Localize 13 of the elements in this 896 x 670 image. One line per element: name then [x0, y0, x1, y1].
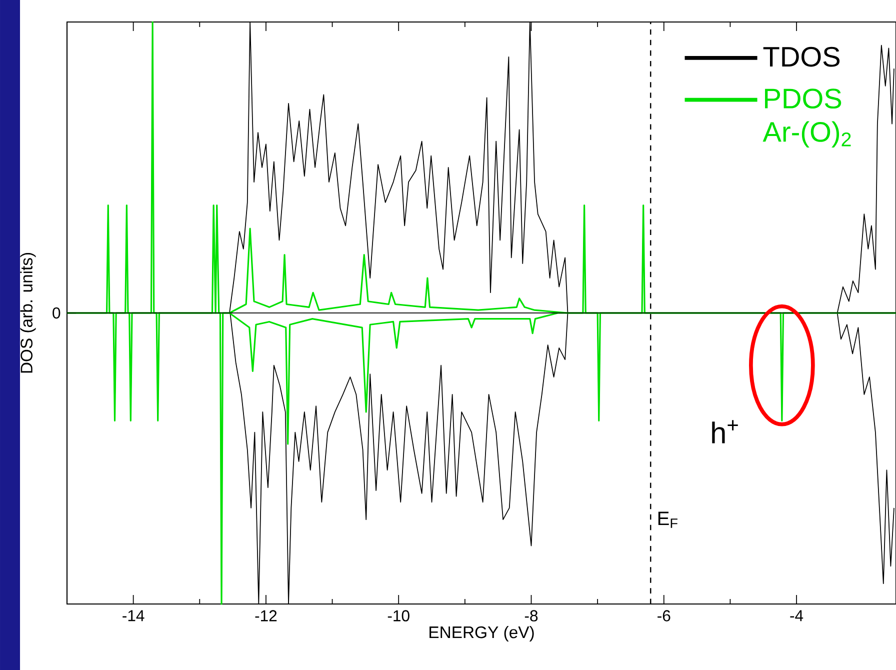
y-axis-title: DOS (arb. units) — [20, 252, 36, 373]
x-tick-label: -8 — [524, 610, 538, 622]
ref-line-label: E$_{F}$ — [658, 512, 678, 528]
x-tick-label: -10 — [388, 610, 410, 622]
legend-label: PDOS Ar-(O)$_{2}$ — [762, 88, 851, 148]
x-tick-label: -12 — [255, 610, 277, 622]
x-tick-label: -4 — [790, 610, 804, 622]
legend-label: TDOS — [763, 46, 840, 67]
annotation: h$^{+}$ — [712, 420, 738, 444]
x-axis-title: ENERGY (eV) — [430, 626, 534, 642]
ref-line-label: 0 — [52, 307, 60, 319]
x-tick-label: -6 — [658, 610, 670, 622]
x-tick-label: -14 — [122, 610, 144, 622]
